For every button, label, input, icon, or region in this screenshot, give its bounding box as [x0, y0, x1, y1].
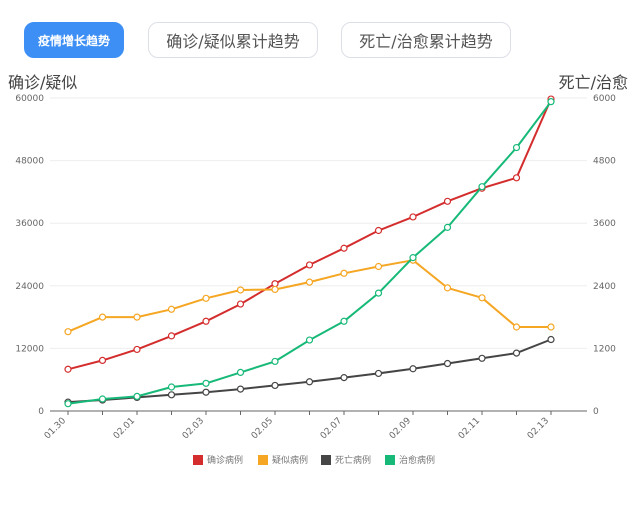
- y-right-tick-label: 2400: [593, 282, 616, 292]
- y-axis-left-title: 确诊/疑似: [8, 73, 77, 92]
- data-point[interactable]: [305, 261, 314, 269]
- legend-label[interactable]: 疑似病例: [272, 454, 308, 466]
- data-point[interactable]: [340, 374, 348, 382]
- y-axis-right-title: 死亡/治愈: [559, 73, 628, 92]
- data-point[interactable]: [547, 98, 555, 106]
- data-point[interactable]: [64, 328, 72, 336]
- data-point[interactable]: [271, 280, 279, 288]
- data-point[interactable]: [443, 197, 452, 205]
- data-point[interactable]: [443, 284, 452, 292]
- data-point[interactable]: [305, 278, 314, 286]
- x-tick-label: 02.05: [250, 416, 275, 441]
- legend: 确诊病例 疑似病例 死亡病例 治愈病例: [193, 454, 435, 466]
- y-left-tick-label: 12000: [15, 344, 44, 354]
- data-point[interactable]: [305, 336, 314, 344]
- y-right-tick-label: 3600: [593, 219, 616, 229]
- data-point[interactable]: [547, 335, 555, 344]
- data-point[interactable]: [374, 369, 383, 378]
- y-left-tick-label: 24000: [15, 282, 44, 292]
- y-right-tick-label: 1200: [593, 344, 616, 354]
- data-point[interactable]: [167, 391, 176, 399]
- data-point[interactable]: [236, 368, 245, 376]
- y-right-tick-label: 6000: [593, 94, 616, 104]
- legend-swatch[interactable]: [321, 455, 331, 465]
- legend-swatch[interactable]: [258, 455, 268, 465]
- data-point[interactable]: [305, 378, 314, 386]
- x-tick-label: 02.09: [388, 416, 413, 441]
- data-point[interactable]: [133, 392, 141, 400]
- data-point[interactable]: [512, 143, 521, 152]
- data-point[interactable]: [374, 226, 383, 235]
- x-tick-label: 01.30: [43, 416, 68, 441]
- data-point[interactable]: [271, 357, 279, 366]
- data-point[interactable]: [98, 313, 107, 321]
- data-point[interactable]: [443, 223, 452, 231]
- data-point[interactable]: [409, 213, 417, 221]
- axes: 0 12000 24000 36000 48000 60000 0 1200 2400 3600 4…: [15, 94, 616, 441]
- data-point[interactable]: [340, 244, 348, 252]
- data-point[interactable]: [64, 365, 72, 373]
- series-layer: [64, 95, 555, 408]
- legend-swatch[interactable]: [193, 455, 203, 465]
- data-point[interactable]: [271, 381, 279, 390]
- data-point[interactable]: [374, 289, 383, 297]
- y-left-tick-label: 36000: [15, 219, 44, 229]
- data-point[interactable]: [167, 305, 176, 313]
- data-point[interactable]: [443, 359, 452, 368]
- data-point[interactable]: [236, 385, 245, 393]
- legend-label[interactable]: 确诊病例: [207, 454, 243, 466]
- legend-swatch[interactable]: [385, 455, 395, 465]
- data-point[interactable]: [271, 285, 279, 294]
- x-tick-label: 02.11: [457, 416, 482, 441]
- x-tick-label: 02.03: [181, 416, 206, 441]
- legend-label[interactable]: 治愈病例: [399, 454, 435, 466]
- y-left-tick-label: 0: [38, 407, 44, 417]
- data-point[interactable]: [202, 379, 210, 387]
- tab-epidemic-growth-trend[interactable]: 疫情增长趋势: [24, 22, 124, 58]
- tab-bar: 疫情增长趋势 确诊/疑似累计趋势 死亡/治愈累计趋势: [0, 0, 638, 64]
- data-point[interactable]: [98, 395, 107, 403]
- data-point[interactable]: [202, 388, 210, 396]
- data-point[interactable]: [202, 317, 210, 325]
- tab-death-recovered-trend[interactable]: 死亡/治愈累计趋势: [341, 22, 511, 58]
- data-point[interactable]: [340, 269, 348, 277]
- data-point[interactable]: [478, 183, 486, 191]
- line-chart: 确诊/疑似 死亡/治愈 0120002400036000480006000001…: [8, 73, 628, 466]
- x-tick-label: 02.07: [319, 416, 344, 441]
- series-line: [67, 98, 552, 371]
- data-point[interactable]: [409, 254, 417, 262]
- data-point[interactable]: [374, 262, 383, 271]
- y-left-tick-label: 60000: [15, 94, 44, 104]
- data-point[interactable]: [512, 323, 521, 331]
- data-point[interactable]: [478, 294, 486, 302]
- tab-confirmed-suspected-trend[interactable]: 确诊/疑似累计趋势: [148, 22, 318, 58]
- data-point[interactable]: [236, 300, 245, 308]
- data-point[interactable]: [167, 383, 176, 391]
- y-right-tick-label: 4800: [593, 157, 616, 167]
- y-left-tick-label: 48000: [15, 157, 44, 167]
- series-line: [67, 259, 551, 333]
- data-point[interactable]: [512, 174, 521, 182]
- grid-lines: [50, 97, 587, 349]
- data-point[interactable]: [133, 345, 141, 354]
- data-point[interactable]: [512, 349, 521, 357]
- x-tick-label: 02.13: [526, 416, 551, 441]
- data-point[interactable]: [478, 354, 486, 362]
- legend-label[interactable]: 死亡病例: [335, 454, 371, 466]
- data-point[interactable]: [547, 323, 555, 331]
- data-point[interactable]: [133, 313, 141, 321]
- data-point[interactable]: [340, 317, 348, 325]
- data-point[interactable]: [236, 286, 245, 294]
- data-point[interactable]: [64, 400, 72, 408]
- data-point[interactable]: [98, 356, 107, 364]
- x-tick-label: 02.01: [112, 416, 137, 441]
- data-point[interactable]: [409, 365, 417, 373]
- data-point[interactable]: [202, 294, 210, 302]
- y-right-tick-label: 0: [593, 407, 599, 417]
- data-point[interactable]: [167, 332, 176, 340]
